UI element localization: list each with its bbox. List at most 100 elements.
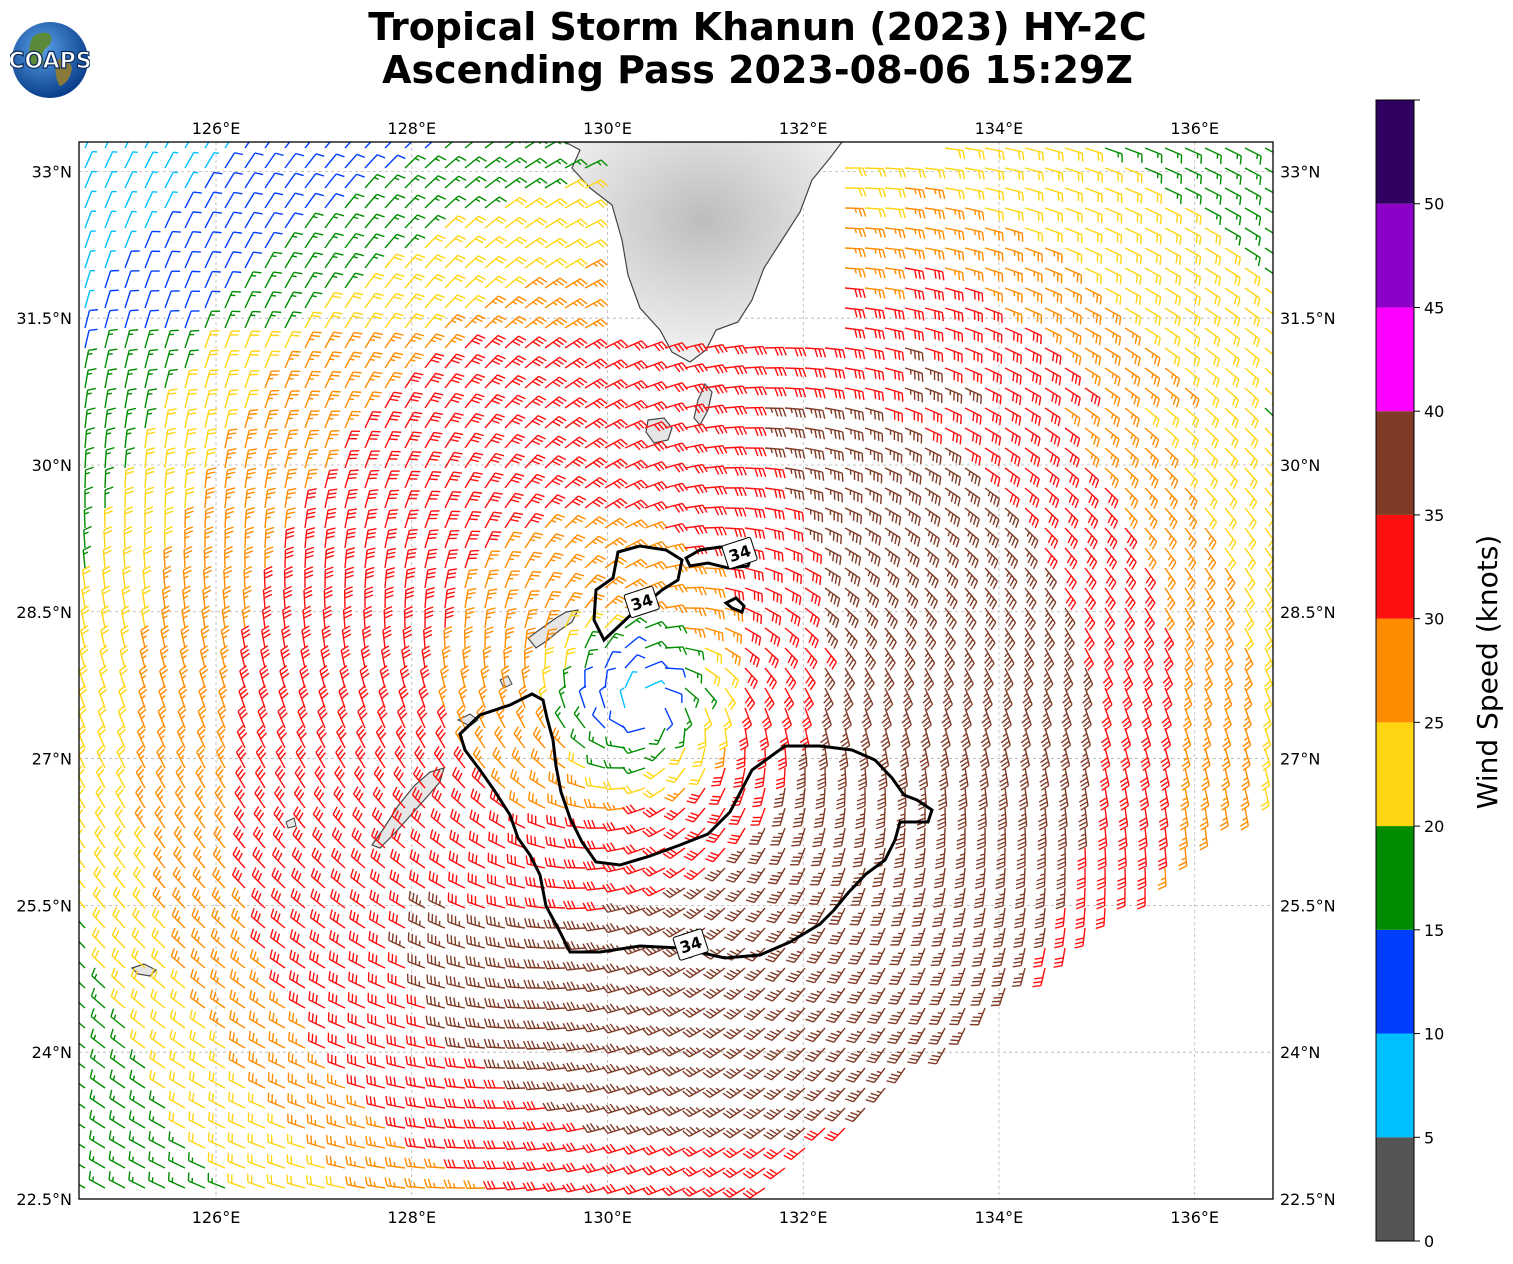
wind-barb	[1204, 187, 1222, 205]
wind-barb	[244, 291, 262, 309]
wind-barb	[264, 142, 271, 149]
wind-barb	[964, 307, 984, 323]
wind-barb	[324, 142, 332, 149]
wind-barb	[944, 147, 966, 160]
wind-barb	[424, 194, 447, 209]
wind-barb	[464, 255, 487, 269]
lon-tick-label-bottom: 128°E	[387, 1208, 436, 1227]
wind-barb	[304, 212, 324, 229]
wind-barb	[1084, 287, 1102, 305]
wind-barb	[1224, 187, 1242, 206]
lon-tick-label-top: 126°E	[192, 119, 241, 138]
wind-barb	[284, 251, 303, 269]
wind-barb	[104, 190, 117, 209]
lon-tick-label-top: 134°E	[975, 119, 1024, 138]
wind-barb	[324, 252, 344, 269]
wind-barb	[204, 290, 221, 309]
colorbar-bin	[1376, 1137, 1414, 1241]
wind-barb	[844, 167, 867, 177]
wind-barb	[124, 142, 129, 149]
wind-barb	[1084, 207, 1103, 224]
wind-barb	[1184, 227, 1202, 246]
wind-barb	[184, 171, 199, 189]
wind-barb	[1024, 167, 1044, 182]
wind-barb	[904, 247, 926, 260]
wind-barb	[464, 176, 487, 189]
lat-tick-label-left: 24°N	[32, 1043, 72, 1062]
wind-barb	[364, 292, 384, 309]
wind-barb	[404, 253, 426, 269]
wind-barb	[1084, 247, 1103, 264]
wind-barb	[324, 173, 345, 189]
wind-barb	[924, 247, 945, 261]
wind-barbs	[79, 142, 1273, 1199]
colorbar-bin	[1376, 618, 1414, 723]
wind-barb	[884, 267, 906, 280]
wind-barb	[924, 267, 945, 281]
wind-barb	[984, 287, 1003, 303]
wind-barb	[144, 289, 160, 309]
wind-barb	[104, 142, 109, 149]
wind-barb	[124, 230, 137, 249]
colorbar-bin	[1376, 514, 1414, 619]
wind-barb	[424, 293, 446, 309]
wind-barb	[1024, 327, 1043, 345]
wind-barb	[504, 177, 528, 189]
wind-barb	[364, 154, 386, 169]
colorbar-bin	[1376, 203, 1414, 308]
wind-barb	[424, 155, 447, 169]
wind-barb	[184, 231, 202, 249]
wind-barb	[844, 307, 866, 319]
wind-barb	[324, 232, 344, 249]
wind-barb	[204, 151, 220, 169]
wind-barb	[504, 157, 528, 169]
wind-barb	[864, 227, 886, 238]
lat-tick-label-left: 22.5°N	[16, 1190, 72, 1209]
wind-barb	[1244, 147, 1262, 165]
wind-barb	[1184, 207, 1202, 225]
wind-barb	[244, 172, 264, 189]
lat-tick-label-right: 30°N	[1280, 456, 1320, 475]
wind-barb	[524, 316, 547, 329]
wind-barb	[204, 191, 223, 209]
wind-barb	[904, 287, 925, 301]
wind-barb	[1104, 147, 1123, 163]
wind-barb	[1244, 247, 1261, 267]
wind-barb	[144, 250, 161, 269]
wind-barb	[424, 274, 446, 289]
wind-barb	[1164, 267, 1182, 286]
wind-barb	[944, 267, 965, 281]
wind-barb	[844, 207, 867, 217]
wind-barb	[1024, 247, 1043, 263]
wind-barb	[1184, 247, 1202, 266]
wind-barb	[1044, 327, 1062, 345]
wind-barb	[924, 287, 945, 301]
wind-barb	[144, 230, 161, 249]
wind-barb	[184, 191, 202, 209]
wind-barb	[984, 327, 1003, 344]
wind-barb	[884, 187, 906, 198]
lat-tick-label-right: 25.5°N	[1280, 896, 1336, 915]
lat-tick-label-right: 31.5°N	[1280, 309, 1336, 328]
wind-barb	[1144, 307, 1162, 326]
wind-barb	[344, 252, 364, 269]
wind-barb	[984, 307, 1003, 323]
lat-tick-label-right: 22.5°N	[1280, 1190, 1336, 1209]
wind-barb	[1024, 207, 1044, 222]
wind-barb	[444, 195, 467, 209]
wind-barb	[124, 250, 140, 269]
wind-barb	[1024, 287, 1043, 304]
wind-barb	[1004, 287, 1023, 303]
wind-barb	[1104, 207, 1123, 224]
wind-barb	[524, 197, 548, 209]
wind-barb	[964, 247, 984, 262]
wind-barb	[1004, 307, 1023, 324]
wind-barb	[244, 152, 264, 169]
wind-barb	[1124, 267, 1142, 285]
wind-barb	[284, 291, 303, 309]
wind-barb	[424, 214, 446, 229]
figure-title: Tropical Storm Khanun (2023) HY-2C Ascen…	[180, 6, 1335, 92]
wind-barb	[1044, 247, 1063, 263]
wind-barb	[344, 153, 366, 169]
wind-barb	[224, 290, 241, 309]
